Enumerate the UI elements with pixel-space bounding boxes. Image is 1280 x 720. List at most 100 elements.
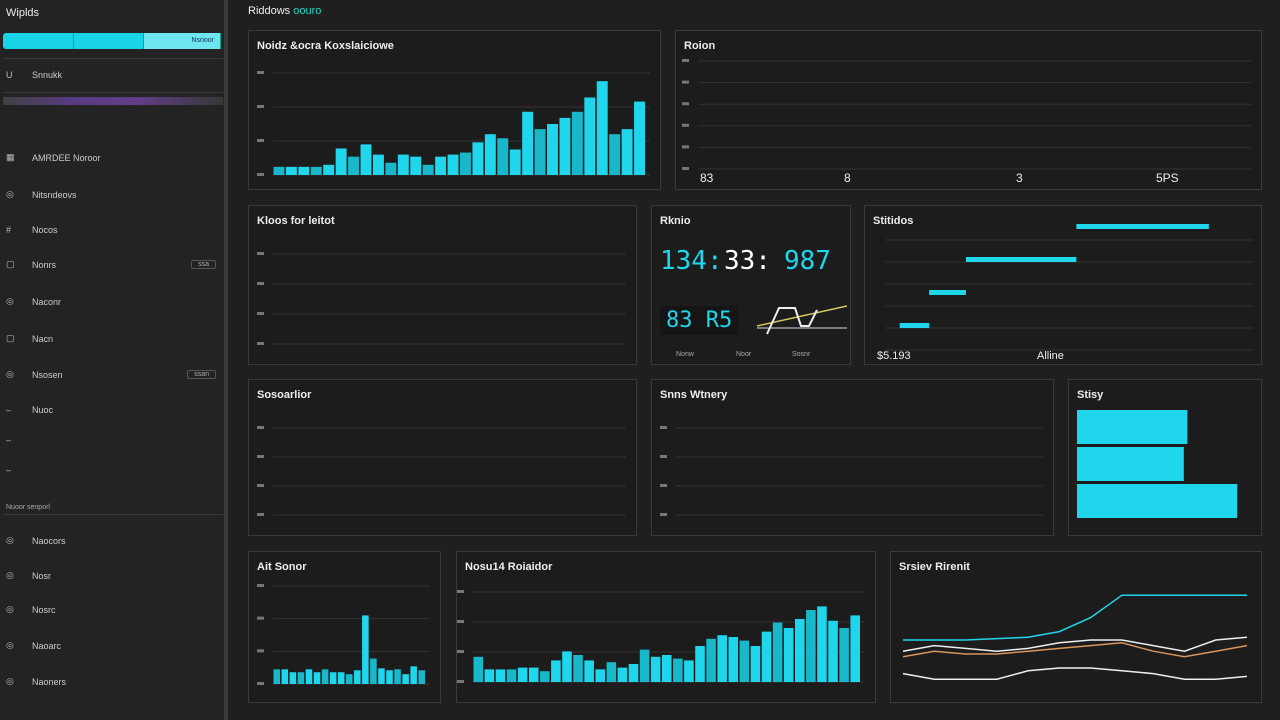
sidebar-item[interactable]: ▢ Nacn [6,333,216,344]
bar[interactable] [360,144,372,175]
bar[interactable] [410,156,422,175]
bar[interactable] [559,117,571,175]
tab-1[interactable] [3,33,74,49]
sidebar-item[interactable]: # Nocos [6,225,216,235]
bar[interactable] [345,674,353,684]
bar[interactable] [573,655,583,682]
bar[interactable] [609,134,621,175]
bar[interactable] [547,124,558,175]
bar[interactable] [506,669,517,682]
bar[interactable] [385,162,397,175]
bar[interactable] [460,152,471,175]
sidebar-item[interactable]: ◎ Naocors [6,535,216,546]
bar[interactable] [634,101,645,175]
hbar[interactable] [1077,447,1184,481]
bar[interactable] [750,646,761,682]
bar[interactable] [528,667,539,682]
hbar[interactable] [1077,484,1238,518]
bar[interactable] [595,669,606,682]
bar[interactable] [410,666,417,684]
bar[interactable] [372,154,384,175]
sidebar-item[interactable]: ▦ AMRDEE Noroor [6,152,216,163]
bar[interactable] [817,606,827,682]
sidebar-item[interactable]: – [6,465,216,475]
bar[interactable] [418,670,425,684]
bar[interactable] [606,662,617,682]
gantt-segment[interactable] [899,323,930,328]
bar[interactable] [551,660,561,682]
bar[interactable] [794,619,805,682]
bar[interactable] [348,156,360,175]
bar[interactable] [584,660,594,682]
bar[interactable] [584,97,596,175]
hbar[interactable] [1077,410,1188,444]
bar[interactable] [761,631,772,682]
sidebar-item[interactable]: ◎ Nitsndeovs [6,189,216,200]
bar[interactable] [329,672,337,684]
gantt-segment[interactable] [1076,224,1209,229]
bar[interactable] [281,669,289,684]
bar[interactable] [739,640,750,682]
bar[interactable] [695,646,705,682]
bar[interactable] [310,166,322,175]
sidebar-item[interactable]: – [6,435,216,445]
bar[interactable] [297,672,305,684]
tab-3[interactable]: Nsrioor [144,33,222,49]
bar[interactable] [484,134,496,175]
bar[interactable] [522,111,534,175]
bar[interactable] [509,149,521,176]
sidebar-section-top[interactable]: U Snnukk [6,70,63,80]
bar[interactable] [273,166,285,175]
bar[interactable] [386,670,393,684]
bar[interactable] [772,622,783,682]
bar[interactable] [305,669,313,684]
sidebar-item[interactable]: ◎ Nosr [6,570,216,581]
bar[interactable] [534,129,546,175]
bar[interactable] [335,148,347,175]
sidebar-item[interactable]: ▢ Nonrs ssa [6,259,216,270]
bar[interactable] [717,635,727,682]
tab-2[interactable] [74,33,145,49]
bar[interactable] [650,656,661,682]
bar[interactable] [273,669,281,684]
bar[interactable] [394,669,401,684]
bar[interactable] [673,658,683,682]
bar[interactable] [484,669,495,682]
bar[interactable] [661,655,672,682]
bar[interactable] [806,610,816,682]
bar[interactable] [617,667,628,682]
bar[interactable] [402,674,409,684]
bar[interactable] [323,164,335,175]
bar[interactable] [313,672,321,684]
bar[interactable] [517,667,528,682]
bar[interactable] [839,628,849,682]
bar[interactable] [289,672,297,684]
bar[interactable] [285,166,297,175]
bar[interactable] [562,651,572,682]
bar[interactable] [435,156,447,175]
bar[interactable] [596,81,608,175]
bar[interactable] [706,638,716,682]
bar[interactable] [783,628,794,682]
bar[interactable] [495,669,506,682]
bar[interactable] [639,649,650,682]
sidebar-item[interactable]: – Nuoc [6,405,216,415]
bar[interactable] [397,154,409,175]
sidebar-item[interactable]: ◎ Naconr [6,296,216,307]
bar[interactable] [321,669,329,684]
sidebar-item[interactable]: ◎ Naoners [6,676,216,687]
bar[interactable] [628,664,639,682]
bar[interactable] [497,138,509,175]
bar[interactable] [850,615,860,682]
bar[interactable] [378,668,385,684]
bar[interactable] [354,670,361,684]
bar[interactable] [422,164,434,175]
bar[interactable] [540,671,550,682]
gantt-segment[interactable] [929,290,966,295]
bar[interactable] [684,660,694,682]
gantt-segment[interactable] [965,257,1077,262]
bar[interactable] [370,658,377,684]
sidebar-item[interactable]: ◎ Nosrc [6,604,216,615]
sidebar-item[interactable]: ◎ Naoarc [6,640,216,651]
sidebar-item[interactable]: ◎ Nsosen ssan [6,369,216,380]
